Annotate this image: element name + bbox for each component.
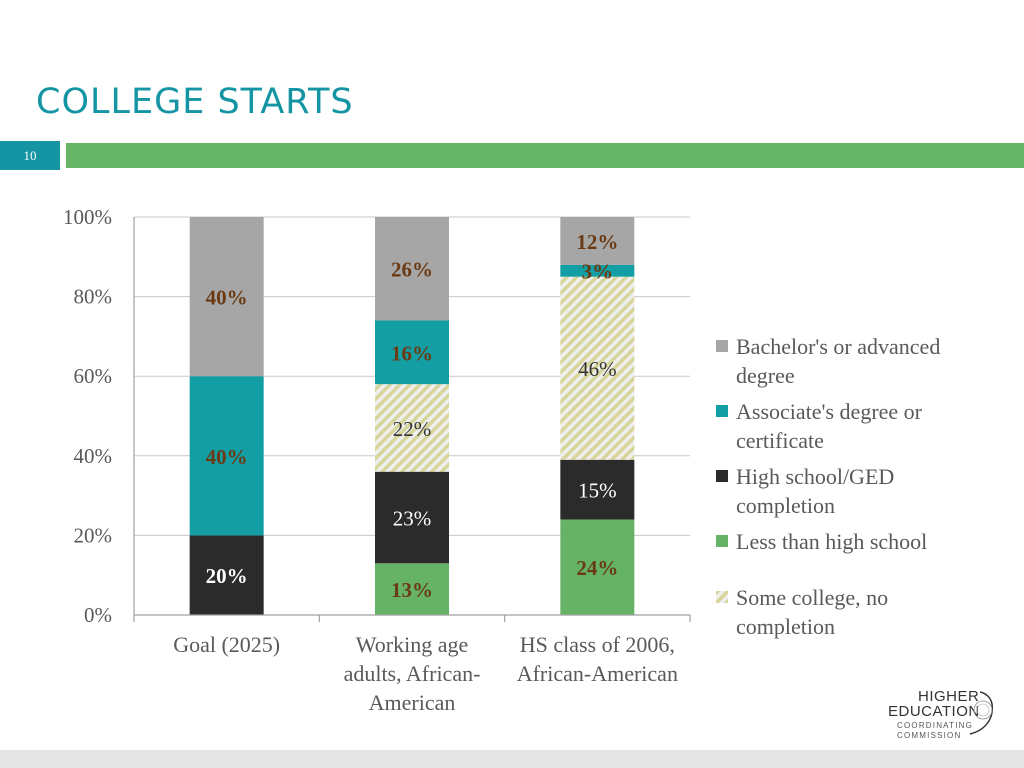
- bar-segment-bachelor: [189, 217, 264, 377]
- legend-swatch-bachelor: [716, 340, 728, 352]
- bar-segment-bachelor: [560, 217, 635, 265]
- footer-bar: [0, 750, 1024, 768]
- data-label: 26%: [391, 258, 433, 282]
- y-tick-label: 100%: [63, 205, 112, 229]
- bar-segment-associate: [560, 264, 635, 277]
- data-label: 3%: [582, 260, 614, 284]
- bar-segment-bachelor: [375, 217, 449, 321]
- bar-segment-some-college: [375, 384, 449, 472]
- stacked-bar-chart: 20% 40% 40% 13% 23% 22% 16% 26% 24% 15% 46% 3% 12% 0…: [63, 205, 940, 715]
- legend-swatch-less-than-hs: [716, 535, 728, 547]
- y-tick-label: 60%: [74, 364, 113, 388]
- y-tick-label: 40%: [74, 444, 113, 468]
- legend-label: Less than high school: [736, 529, 927, 554]
- legend-label: Associate's degree or certificate: [736, 399, 923, 453]
- title-accent-bar: [66, 143, 1024, 168]
- legend-swatch-some-college: [716, 591, 728, 603]
- legend-label: High school/GED completion: [736, 464, 894, 518]
- y-tick-label: 20%: [74, 523, 113, 547]
- y-tick-label: 0%: [84, 603, 112, 627]
- bar-segment-less-than-hs: [560, 519, 635, 615]
- bar-segment-high-school: [189, 535, 264, 615]
- y-tick-label: 80%: [74, 285, 113, 309]
- bar-segment-less-than-hs: [375, 563, 449, 615]
- data-label: 23%: [393, 506, 432, 530]
- data-label: 16%: [391, 341, 433, 365]
- logo-seal-icon: [969, 691, 994, 735]
- slide-title: COLLEGE STARTS: [36, 82, 354, 122]
- data-label: 40%: [206, 445, 248, 469]
- bar-segment-high-school: [375, 471, 449, 564]
- x-category-label: Goal (2025): [173, 632, 280, 657]
- data-label: 20%: [206, 564, 248, 588]
- data-label: 22%: [393, 417, 432, 441]
- data-label: 40%: [206, 286, 248, 310]
- bar-segment-high-school: [560, 459, 635, 520]
- bar-segment-associate: [375, 320, 449, 385]
- hecc-logo: HIGHER EDUCATION COORDINATING COMMISSION: [880, 688, 1000, 744]
- logo-text-education: EDUCATION: [888, 703, 980, 720]
- legend-swatch-high-school: [716, 470, 728, 482]
- data-label: 24%: [576, 556, 618, 580]
- legend-swatch-associate: [716, 405, 728, 417]
- logo-text-higher: HIGHER: [918, 688, 980, 705]
- logo-text-coordinating: COORDINATING: [897, 721, 974, 730]
- legend-label: Bachelor's or advanced degree: [736, 334, 940, 388]
- data-label: 15%: [578, 479, 617, 503]
- data-label: 13%: [391, 578, 433, 602]
- page-number: 10: [0, 141, 60, 170]
- legend-label: Some college, no completion: [736, 585, 888, 639]
- bar-segment-associate: [189, 376, 264, 536]
- data-label: 46%: [578, 357, 617, 381]
- x-category-label: Working age adults, African-American: [344, 632, 481, 715]
- data-label: 12%: [576, 230, 618, 254]
- bar-segment-some-college: [560, 276, 635, 460]
- x-category-label: HS class of 2006, African-American: [517, 632, 678, 686]
- logo-text-commission: COMMISSION: [897, 731, 962, 740]
